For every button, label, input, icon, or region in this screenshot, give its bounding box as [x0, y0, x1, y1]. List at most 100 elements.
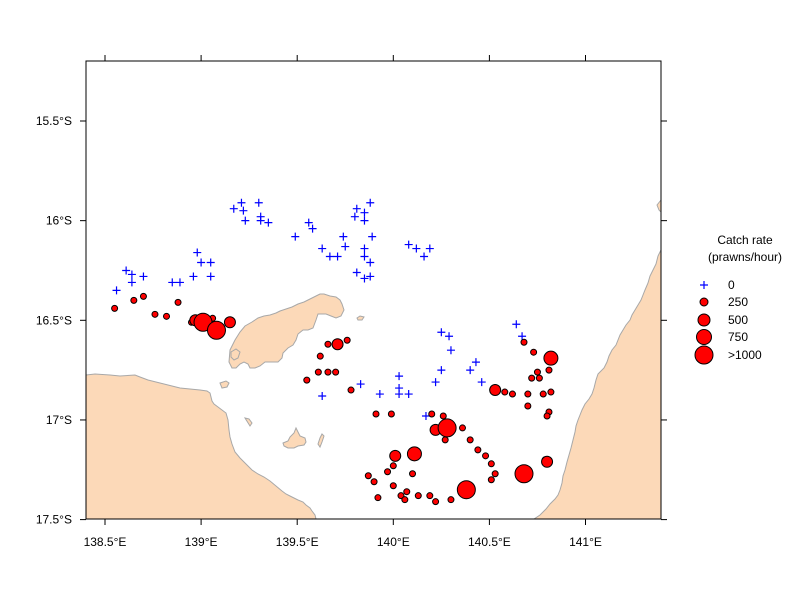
- catch-marker: [474, 446, 482, 454]
- catch-marker: [535, 374, 543, 382]
- catch-marker: [414, 492, 422, 500]
- x-tick-label: 141°E: [569, 535, 602, 549]
- catch-marker: [487, 476, 495, 484]
- zero-catch-marker: [375, 390, 384, 399]
- zero-catch-marker: [420, 252, 429, 261]
- catch-marker: [520, 338, 528, 346]
- zero-catch-marker: [466, 366, 475, 375]
- legend-item-500: 500: [690, 311, 800, 329]
- legend-items: 0 250 500 750 >1000: [690, 276, 800, 365]
- land-ne_sliver: [656, 199, 661, 213]
- zero-catch-marker: [254, 198, 263, 207]
- zero-catch-marker: [471, 358, 480, 367]
- catch-marker: [482, 452, 490, 460]
- land-south_west_mainland: [86, 373, 317, 519]
- zero-catch-marker: [206, 258, 215, 267]
- catch-marker: [524, 402, 532, 410]
- x-tick-label: 140.5°E: [468, 535, 511, 549]
- zero-catch-marker: [437, 366, 446, 375]
- red-circle-icon: [690, 310, 718, 330]
- zero-catch-marker: [112, 286, 121, 295]
- zero-catch-marker: [352, 204, 361, 213]
- zero-catch-marker: [318, 392, 327, 401]
- catch-marker: [343, 336, 351, 344]
- catch-marker: [409, 470, 417, 478]
- zero-catch-marker: [421, 411, 430, 420]
- catch-marker: [539, 390, 547, 398]
- zero-catch-marker: [437, 328, 446, 337]
- zero-catch-marker: [122, 266, 131, 275]
- catch-marker: [403, 488, 411, 496]
- catch-marker: [370, 478, 378, 486]
- land-layer: [86, 199, 661, 519]
- catch-marker: [372, 410, 380, 418]
- catch-marker: [533, 368, 541, 376]
- land-mornington: [228, 293, 345, 369]
- legend-item-0: 0: [690, 276, 800, 294]
- zero-catch-marker: [404, 390, 413, 399]
- catch-marker: [466, 436, 474, 444]
- catch-marker: [491, 470, 499, 478]
- zero-catch-marker: [256, 216, 265, 225]
- land-islet_e: [356, 315, 365, 321]
- catch-marker: [541, 455, 554, 468]
- zero-catch-marker: [360, 216, 369, 225]
- zero-catch-marker: [366, 272, 375, 281]
- x-tick-label: 139°E: [185, 535, 218, 549]
- catch-marker: [528, 374, 536, 382]
- plot-frame: [85, 60, 662, 520]
- land-south_east_mainland: [533, 249, 661, 519]
- y-tick-label: 17.5°S: [36, 513, 72, 527]
- catch-marker: [139, 292, 147, 300]
- zero-catch-marker: [241, 216, 250, 225]
- zero-catch-marker: [168, 278, 177, 287]
- x-axis: 138.5°E 139°E 139.5°E 140°E 140.5°E 141°E: [84, 55, 602, 549]
- land-islet_a: [219, 380, 230, 389]
- zero-catch-marker: [318, 244, 327, 253]
- land-islet_c: [317, 433, 325, 449]
- zero-catch-marker: [446, 346, 455, 355]
- zero-catch-marker: [193, 248, 202, 257]
- catch-marker: [439, 412, 447, 420]
- catch-marker: [501, 388, 509, 396]
- zero-catch-marker: [395, 390, 404, 399]
- catch-marker: [223, 316, 236, 329]
- catch-marker: [447, 496, 455, 504]
- catch-marker: [331, 338, 344, 351]
- zero-catch-marker: [350, 212, 359, 221]
- x-tick-label: 138.5°E: [84, 535, 127, 549]
- zero-catch-marker: [366, 258, 375, 267]
- catch-marker: [428, 410, 436, 418]
- zero-catch-marker: [339, 232, 348, 241]
- catch-points-layer: [111, 198, 559, 506]
- catch-marker: [432, 498, 440, 506]
- zero-catch-marker: [477, 378, 486, 387]
- land-islet_b: [282, 426, 307, 449]
- zero-catch-marker: [366, 198, 375, 207]
- zero-catch-marker: [431, 378, 440, 387]
- zero-catch-marker: [304, 218, 313, 227]
- catch-marker: [389, 482, 397, 490]
- zero-catch-marker: [291, 232, 300, 241]
- catch-marker: [524, 390, 532, 398]
- y-tick-label: 15.5°S: [36, 114, 72, 128]
- zero-catch-marker: [308, 224, 317, 233]
- zero-catch-marker: [368, 232, 377, 241]
- catch-marker: [406, 446, 422, 462]
- zero-catch-marker: [139, 272, 148, 281]
- catch-marker: [456, 480, 476, 500]
- catch-marker: [347, 386, 355, 394]
- zero-catch-marker: [325, 252, 334, 261]
- zero-catch-marker: [356, 380, 365, 389]
- catch-marker: [489, 384, 502, 397]
- red-circle-icon: [690, 292, 718, 312]
- zero-catch-marker: [360, 252, 369, 261]
- catch-marker: [130, 296, 138, 304]
- zero-catch-marker: [239, 206, 248, 215]
- catch-marker: [401, 496, 409, 504]
- catch-marker: [316, 352, 324, 360]
- catch-marker: [426, 492, 434, 500]
- catch-marker: [487, 460, 495, 468]
- catch-marker: [508, 390, 516, 398]
